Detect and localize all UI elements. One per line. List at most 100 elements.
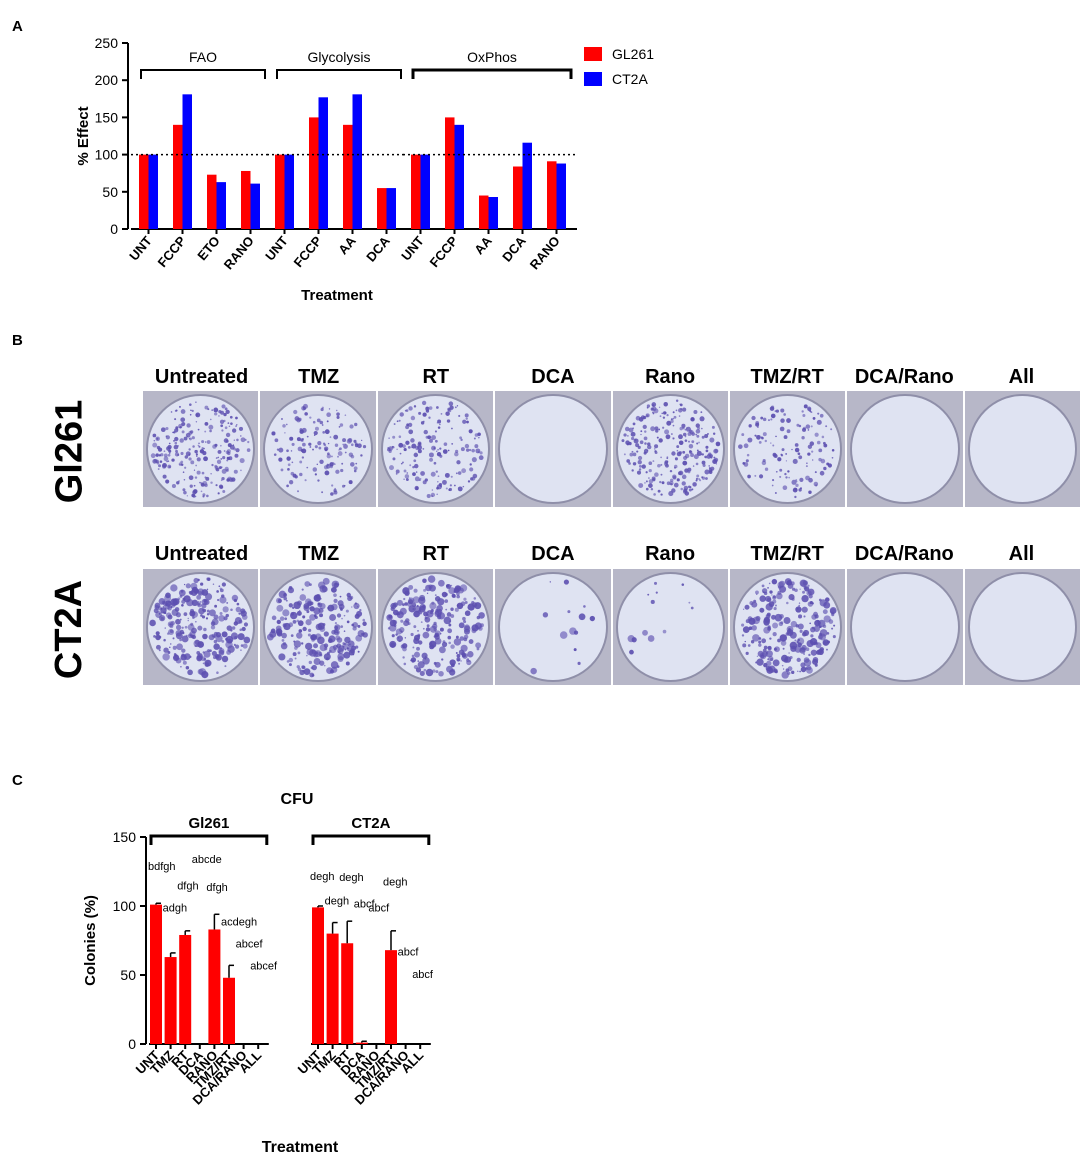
colony bbox=[329, 436, 332, 438]
bar-gl261 bbox=[139, 154, 149, 229]
colony bbox=[746, 453, 750, 457]
colony bbox=[696, 449, 699, 452]
colony bbox=[314, 594, 322, 602]
colony bbox=[324, 470, 330, 476]
colony bbox=[162, 653, 170, 661]
colony bbox=[400, 462, 403, 465]
colony bbox=[186, 435, 188, 438]
colony bbox=[221, 639, 225, 643]
colony bbox=[324, 631, 330, 637]
colony bbox=[628, 452, 633, 457]
colony bbox=[302, 456, 305, 459]
colony bbox=[181, 603, 184, 607]
significance-label: abcf bbox=[368, 903, 390, 915]
plate-well bbox=[850, 572, 960, 682]
colony-layer bbox=[620, 399, 720, 497]
colony bbox=[436, 615, 442, 620]
y-axis-title: Colonies (%) bbox=[82, 895, 99, 986]
colony bbox=[755, 434, 761, 440]
colony bbox=[414, 485, 419, 491]
colony bbox=[289, 603, 294, 608]
colony bbox=[769, 406, 775, 411]
colony bbox=[404, 602, 408, 606]
colony bbox=[155, 644, 161, 650]
colony bbox=[206, 577, 210, 581]
colony bbox=[393, 423, 396, 426]
colony bbox=[173, 439, 175, 442]
colony bbox=[800, 579, 808, 588]
colony bbox=[237, 633, 245, 641]
colony bbox=[457, 486, 463, 492]
colony-layer bbox=[530, 579, 596, 675]
colony bbox=[477, 626, 483, 631]
colony bbox=[831, 456, 834, 459]
colony bbox=[410, 415, 415, 421]
colony bbox=[236, 438, 239, 442]
colony bbox=[155, 611, 163, 619]
colony bbox=[670, 488, 676, 493]
colony bbox=[186, 598, 194, 607]
colony bbox=[670, 433, 673, 435]
colony bbox=[437, 426, 441, 429]
colony bbox=[808, 490, 812, 495]
colony bbox=[351, 606, 353, 608]
colony bbox=[809, 602, 811, 604]
colony bbox=[795, 483, 799, 487]
colony bbox=[628, 427, 633, 433]
colony bbox=[703, 455, 707, 459]
colony bbox=[677, 471, 682, 476]
colony bbox=[647, 483, 653, 488]
colony bbox=[350, 462, 355, 467]
colony bbox=[806, 406, 812, 411]
colony bbox=[437, 579, 445, 587]
significance-label: abcf bbox=[354, 898, 376, 910]
colony bbox=[162, 605, 165, 608]
colony bbox=[165, 435, 170, 440]
colony bbox=[353, 439, 357, 443]
colony bbox=[447, 449, 450, 452]
colony bbox=[794, 588, 798, 592]
plate-title: DCA bbox=[531, 366, 575, 388]
colony bbox=[686, 467, 691, 472]
colony bbox=[436, 480, 439, 483]
bar-gl261 bbox=[547, 161, 557, 229]
colony bbox=[675, 445, 679, 449]
colony bbox=[201, 471, 205, 475]
significance-label: dfgh bbox=[177, 880, 198, 892]
colony bbox=[747, 474, 751, 479]
colony bbox=[238, 426, 244, 431]
colony bbox=[417, 660, 419, 662]
colony bbox=[756, 425, 759, 428]
plate-well bbox=[146, 394, 256, 504]
colony bbox=[624, 426, 629, 432]
colony bbox=[340, 625, 344, 628]
y-tick-label: 100 bbox=[113, 898, 137, 914]
colony bbox=[665, 457, 668, 460]
colony bbox=[163, 450, 166, 453]
colony bbox=[669, 469, 672, 473]
colony bbox=[216, 671, 219, 674]
colony bbox=[436, 608, 443, 615]
colony bbox=[758, 474, 763, 479]
colony bbox=[292, 473, 297, 478]
colony bbox=[639, 430, 642, 433]
colony bbox=[673, 482, 679, 488]
colony bbox=[464, 413, 469, 418]
colony bbox=[817, 619, 826, 628]
colony bbox=[182, 631, 185, 635]
colony bbox=[189, 610, 196, 617]
colony bbox=[190, 409, 192, 411]
colony bbox=[435, 450, 438, 452]
colony bbox=[434, 439, 438, 443]
colony bbox=[698, 479, 701, 482]
colony bbox=[241, 626, 246, 632]
colony bbox=[387, 627, 390, 630]
colony bbox=[307, 435, 309, 438]
colony bbox=[422, 412, 427, 417]
colony bbox=[319, 459, 325, 464]
colony bbox=[160, 427, 166, 433]
colony bbox=[289, 480, 294, 485]
colony bbox=[185, 432, 191, 438]
colony bbox=[436, 448, 439, 451]
